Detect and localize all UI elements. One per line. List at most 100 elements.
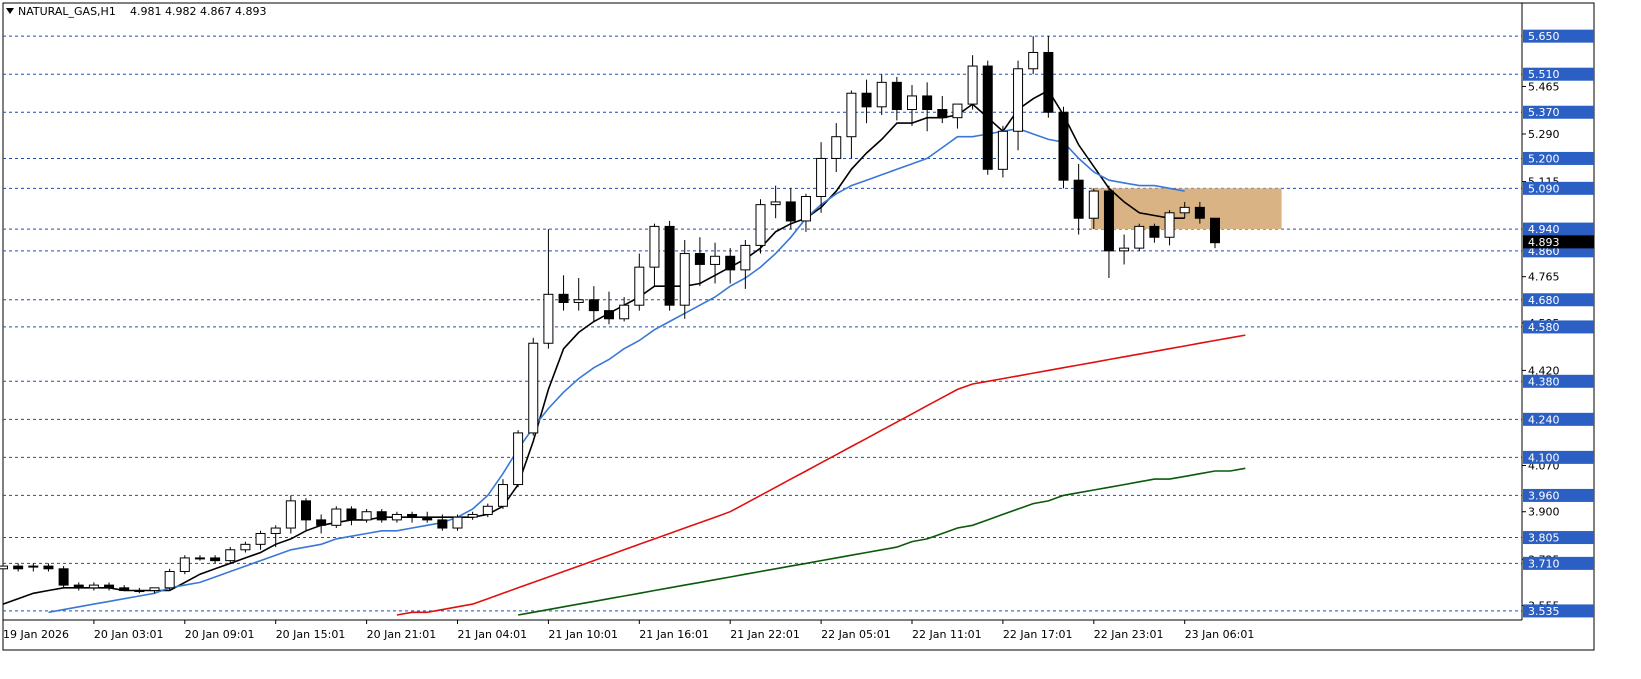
candle-bear [1194,206,1205,219]
candle-bull [194,557,205,560]
candle-bull [1013,68,1024,132]
level-label-bg [1523,412,1594,426]
candle-bull [543,293,554,344]
candle-bull [88,584,99,589]
candle-bear [1210,217,1220,244]
level-label-bg [1523,67,1594,81]
candle-bull [255,532,266,545]
candle-bull [846,92,857,138]
candle-bull [952,103,963,119]
level-label-bg [1523,105,1594,119]
level-label: 5.510 [1528,68,1560,81]
price-tick-label: 5.290 [1528,128,1560,141]
time-tick-label: 21 Jan 10:01 [548,628,618,641]
candle-bear [210,557,221,562]
candle-bear [1058,111,1069,181]
level-label-bg [1523,293,1594,307]
level-label: 5.650 [1528,30,1560,43]
candle-bear [376,511,387,521]
candle-bull [391,513,402,521]
symbol-label: NATURAL_GAS,H1 [18,5,116,18]
candle-bull [997,130,1008,170]
candle-bear [558,293,569,303]
candle-bear [604,310,614,320]
time-tick-label: 22 Jan 17:01 [1003,628,1073,641]
level-label: 5.200 [1528,152,1560,165]
time-tick-label: 22 Jan 11:01 [912,628,982,641]
level-label: 4.240 [1528,413,1560,426]
candle-bull [967,65,978,105]
candle-bull [361,511,372,521]
ma-line-ma-slowest [517,467,1246,616]
candle-bull [240,543,251,551]
candle-bull [679,253,690,306]
level-label-bg [1523,181,1594,195]
price-tick-label: 3.900 [1528,506,1560,519]
level-label: 5.090 [1528,182,1560,195]
candle-bull [134,590,145,593]
candle-bear [43,565,54,570]
candle-bear [58,568,69,586]
level-label: 3.960 [1528,489,1560,502]
candle-bull [1164,212,1175,238]
candle-bear [664,225,675,306]
candle-bull [497,484,508,507]
ma-line-ma-mid [48,127,1185,614]
time-tick-label: 19 Jan 2026 [3,628,69,641]
time-axis: 19 Jan 2026 20 Jan 03:01 20 Jan 09:01 20 Ja… [2,619,1522,641]
candle-bear [437,519,448,529]
level-label: 4.380 [1528,375,1560,388]
level-label: 3.535 [1528,605,1560,618]
candle-bull [452,516,463,529]
time-tick-label: 20 Jan 03:01 [94,628,164,641]
candle-bull [907,95,917,111]
time-tick-label: 21 Jan 16:01 [639,628,709,641]
candle-bull [1179,206,1190,214]
candle-bull [1119,247,1130,252]
candle-bear [694,253,705,265]
candle-bear [861,92,872,108]
candle-bull [876,81,887,108]
time-tick-label: 20 Jan 15:01 [276,628,346,641]
candle-bull [770,201,781,206]
price-tick-label: 5.465 [1528,80,1560,93]
time-tick-label: 20 Jan 21:01 [367,628,437,641]
candle-bull [0,565,8,570]
dropdown-triangle-icon[interactable] [6,8,14,14]
time-tick-label: 22 Jan 05:01 [821,628,891,641]
candle-bull [528,342,539,434]
candle-bull [28,565,39,568]
candle-bear [119,587,130,592]
candle-bull [1028,51,1039,70]
level-label: 3.805 [1528,532,1560,545]
candle-bear [922,95,933,111]
level-label-bg [1523,29,1594,43]
candle-bear [13,565,24,570]
candle-bull [467,513,478,518]
candle-bear [937,109,948,119]
candle-bear [316,519,327,526]
level-label-bg [1523,531,1594,545]
candle-bull [513,432,524,486]
candle-bear [588,299,599,312]
candle-bull [149,587,160,592]
candle-bear [891,81,902,111]
level-label: 3.710 [1528,557,1560,570]
candle-bull [270,527,281,534]
level-label-bg [1523,151,1594,165]
candle-bear [1043,51,1054,113]
candle-bull [816,157,827,197]
level-label-bg [1523,556,1594,570]
ohlc-label: 4.981 4.982 4.867 4.893 [130,5,266,18]
candle-bear [407,513,418,518]
candle-bull [179,557,190,573]
level-label-bg [1523,604,1594,618]
candle-bull [573,299,584,303]
price-axis: 5.4655.2905.1154.7654.5954.4204.0703.900… [1521,3,1594,620]
candle-bull [225,549,236,562]
candle-bull [285,500,296,529]
time-tick-label: 22 Jan 23:01 [1094,628,1164,641]
chart-header: NATURAL_GAS,H1 4.981 4.982 4.867 4.893 [6,5,266,18]
